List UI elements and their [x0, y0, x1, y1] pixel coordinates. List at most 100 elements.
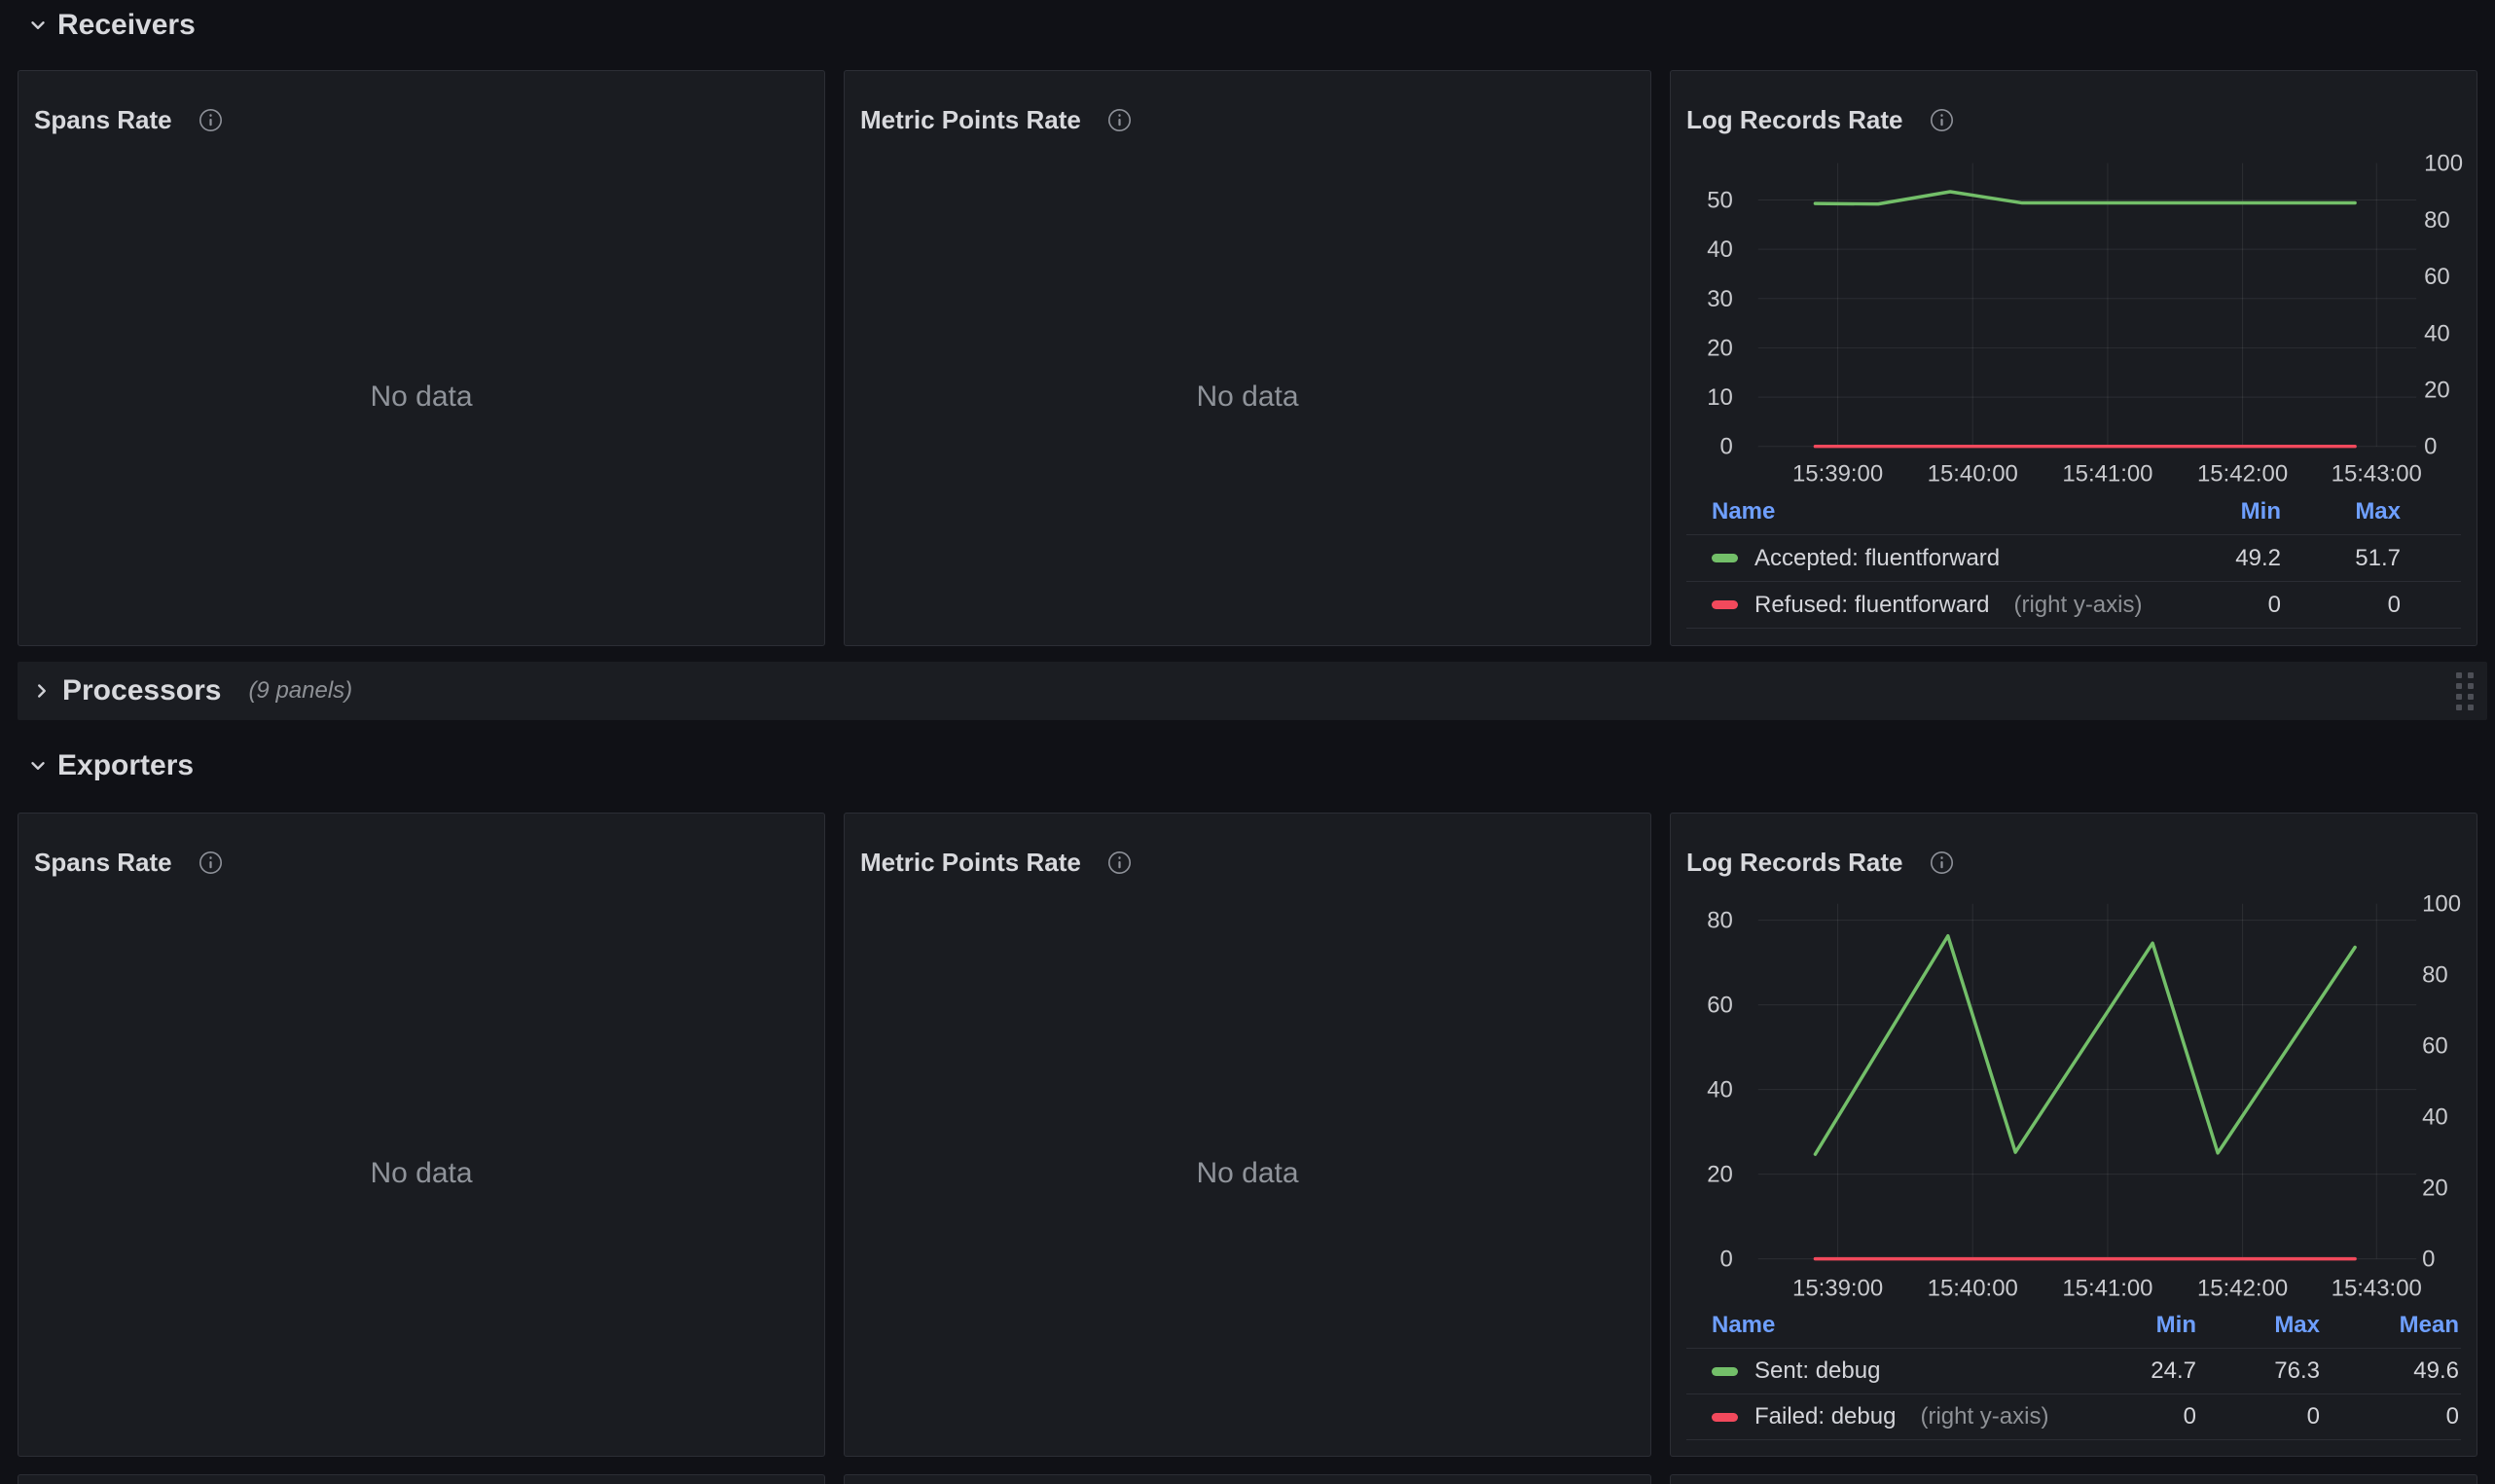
series-name[interactable]: Refused: fluentforward — [1754, 591, 1990, 618]
info-icon[interactable] — [199, 851, 223, 875]
svg-text:20: 20 — [2424, 377, 2450, 403]
chevron-right-icon — [38, 684, 46, 698]
info-icon[interactable] — [1107, 851, 1132, 875]
time-series-chart[interactable]: 15:39:00 15:40:00 15:41:00 15:42:00 15:43:00… — [1671, 814, 2477, 1456]
section-header-receivers[interactable]: Receivers — [27, 4, 196, 47]
panel-exporters-spans-rate[interactable]: Spans Rate No data — [18, 813, 825, 1457]
svg-text:15:42:00: 15:42:00 — [2197, 461, 2288, 488]
panel-header: Spans Rate — [34, 100, 809, 139]
no-data-message: No data — [1196, 380, 1299, 413]
time-series-chart[interactable]: 15:39:00 15:40:00 15:41:00 15:42:00 15:43:00… — [1671, 71, 2477, 645]
legend-column-header[interactable]: Name — [1712, 497, 1776, 525]
chevron-down-icon — [31, 762, 45, 770]
svg-text:20: 20 — [2422, 1176, 2448, 1202]
svg-text:0: 0 — [2422, 1247, 2435, 1273]
series-axis-note: (right y-axis) — [1920, 1403, 2049, 1430]
legend-row: Refused: fluentforward (right y-axis) 0 0 — [1686, 582, 2461, 629]
panel-title[interactable]: Log Records Rate — [1686, 847, 1903, 877]
svg-text:15:41:00: 15:41:00 — [2062, 461, 2152, 488]
svg-text:40: 40 — [2422, 1104, 2448, 1131]
panel-title[interactable]: Spans Rate — [34, 847, 172, 877]
legend-column-header[interactable]: Mean — [2399, 1312, 2459, 1338]
exporters-panel-row: Spans Rate No data Metric Points Rate No… — [18, 813, 2477, 1457]
legend-column-header[interactable]: Min — [2240, 497, 2281, 525]
legend-stat-value: 0 — [2306, 1403, 2320, 1430]
info-icon[interactable] — [1930, 108, 1954, 132]
legend-row: Failed: debug (right y-axis) 0 0 0 — [1686, 1394, 2461, 1440]
series-name[interactable]: Sent: debug — [1754, 1357, 1881, 1384]
svg-text:15:40:00: 15:40:00 — [1928, 1276, 2018, 1302]
svg-text:60: 60 — [1707, 993, 1733, 1019]
panel-header: Metric Points Rate — [860, 843, 1635, 882]
svg-text:15:43:00: 15:43:00 — [2332, 461, 2422, 488]
legend-stat-value: 0 — [2445, 1403, 2459, 1430]
legend-row: Accepted: fluentforward 49.2 51.7 — [1686, 535, 2461, 582]
drag-handle-icon[interactable] — [2456, 671, 2474, 710]
series-color-pill[interactable] — [1712, 600, 1738, 609]
legend-column-header[interactable]: Min — [2155, 1312, 2196, 1338]
section-title: Receivers — [57, 9, 196, 41]
svg-text:15:42:00: 15:42:00 — [2197, 1276, 2288, 1302]
panel-title[interactable]: Log Records Rate — [1686, 104, 1903, 134]
svg-text:100: 100 — [2422, 891, 2461, 918]
legend-header-row: Name Min Max Mean — [1686, 1303, 2461, 1349]
svg-text:80: 80 — [2422, 962, 2448, 989]
svg-text:0: 0 — [2424, 434, 2437, 460]
legend-header-row: Name Min Max — [1686, 489, 2461, 535]
svg-text:100: 100 — [2424, 151, 2463, 177]
legend-stat-value: 0 — [2267, 591, 2281, 618]
info-icon[interactable] — [199, 108, 223, 132]
panel-top-edge — [18, 1474, 825, 1484]
legend-column-header[interactable]: Name — [1712, 1312, 1776, 1338]
panel-top-edge — [844, 1474, 1651, 1484]
panel-exporters-metric-points-rate[interactable]: Metric Points Rate No data — [844, 813, 1651, 1457]
svg-text:0: 0 — [1720, 434, 1733, 460]
series-color-pill[interactable] — [1712, 1412, 1738, 1422]
info-icon[interactable] — [1930, 851, 1954, 875]
panel-title[interactable]: Metric Points Rate — [860, 104, 1081, 134]
legend-column-header[interactable]: Max — [2274, 1312, 2320, 1338]
svg-text:20: 20 — [1707, 1162, 1733, 1188]
svg-text:15:43:00: 15:43:00 — [2332, 1276, 2422, 1302]
legend-stat-value: 0 — [2183, 1403, 2196, 1430]
next-panel-row-partial — [18, 1474, 2477, 1484]
panel-receivers-log-records-rate[interactable]: Log Records Rate 15:39:00 15:40:00 15:41:0… — [1670, 70, 2477, 646]
info-icon[interactable] — [1107, 108, 1132, 132]
no-data-message: No data — [1196, 1157, 1299, 1189]
svg-text:15:39:00: 15:39:00 — [1792, 461, 1883, 488]
legend-stat-value: 0 — [2387, 591, 2401, 618]
panel-receivers-metric-points-rate[interactable]: Metric Points Rate No data — [844, 70, 1651, 646]
section-header-exporters[interactable]: Exporters — [27, 744, 194, 787]
chart-legend: Name Min Max Accepted: fluentforward 49.2 51.… — [1686, 489, 2461, 629]
svg-text:15:39:00: 15:39:00 — [1792, 1276, 1883, 1302]
panel-receivers-spans-rate[interactable]: Spans Rate No data — [18, 70, 825, 646]
panel-header: Spans Rate — [34, 843, 809, 882]
series-name[interactable]: Failed: debug — [1754, 1403, 1897, 1430]
panel-title[interactable]: Metric Points Rate — [860, 847, 1081, 877]
panel-title[interactable]: Spans Rate — [34, 104, 172, 134]
legend-stat-value: 49.2 — [2235, 544, 2281, 571]
section-header-processors[interactable]: Processors (9 panels) — [18, 662, 2487, 720]
series-color-pill[interactable] — [1712, 554, 1738, 562]
svg-text:60: 60 — [2422, 1033, 2448, 1060]
series-name[interactable]: Accepted: fluentforward — [1754, 544, 2001, 571]
svg-text:50: 50 — [1707, 188, 1733, 214]
panel-header: Log Records Rate — [1686, 100, 2461, 139]
svg-text:40: 40 — [2424, 320, 2450, 346]
svg-text:30: 30 — [1707, 286, 1733, 312]
receivers-panel-row: Spans Rate No data Metric Points Rate No… — [18, 70, 2477, 646]
series-axis-note: (right y-axis) — [2013, 591, 2143, 618]
legend-column-header[interactable]: Max — [2355, 497, 2401, 525]
svg-text:0: 0 — [1720, 1247, 1733, 1273]
svg-text:60: 60 — [2424, 264, 2450, 290]
series-color-pill[interactable] — [1712, 1366, 1738, 1376]
panel-header: Log Records Rate — [1686, 843, 2461, 882]
legend-stat-value: 49.6 — [2413, 1357, 2459, 1384]
chevron-down-icon — [31, 21, 45, 29]
svg-text:40: 40 — [1707, 236, 1733, 263]
svg-text:15:40:00: 15:40:00 — [1928, 461, 2018, 488]
panel-exporters-log-records-rate[interactable]: Log Records Rate 15:39:00 15:40:00 15:41:0… — [1670, 813, 2477, 1457]
svg-text:80: 80 — [2424, 207, 2450, 234]
legend-stat-value: 76.3 — [2274, 1357, 2320, 1384]
panel-top-edge — [1670, 1474, 2477, 1484]
